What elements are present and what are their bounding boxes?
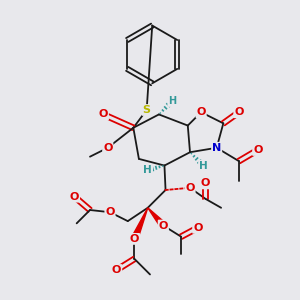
Text: O: O <box>103 143 112 153</box>
Text: H: H <box>199 160 208 171</box>
Text: S: S <box>143 105 151 115</box>
Text: O: O <box>185 183 195 193</box>
Polygon shape <box>148 208 166 228</box>
Text: O: O <box>201 178 210 188</box>
Text: O: O <box>159 220 168 231</box>
Text: O: O <box>130 234 139 244</box>
Text: H: H <box>143 165 152 175</box>
Text: O: O <box>112 265 122 275</box>
Text: O: O <box>196 107 206 117</box>
Text: O: O <box>253 145 262 155</box>
Text: H: H <box>168 96 176 106</box>
Text: O: O <box>234 107 244 117</box>
Text: O: O <box>99 110 108 119</box>
Text: N: N <box>212 143 221 153</box>
Polygon shape <box>131 208 148 240</box>
Text: O: O <box>70 192 79 202</box>
Text: O: O <box>193 223 203 233</box>
Text: O: O <box>105 207 115 217</box>
